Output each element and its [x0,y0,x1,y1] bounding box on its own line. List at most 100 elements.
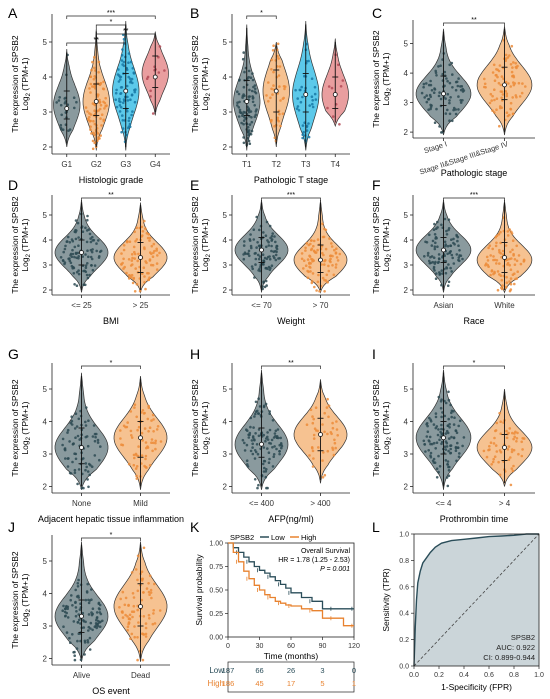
data-point [99,445,102,448]
data-point [133,456,136,460]
data-point [509,456,512,459]
data-point [253,457,257,460]
data-point [450,411,453,415]
data-point [493,258,497,262]
data-point [97,137,100,141]
data-point [438,91,441,94]
data-point [482,449,486,453]
data-point [75,425,79,428]
data-point [77,272,81,276]
y-tick-label: 0.6 [399,584,409,591]
data-point [274,240,277,244]
data-point [77,236,80,239]
data-point [505,94,509,98]
data-point [505,275,508,279]
data-point [87,613,91,616]
data-point [76,639,79,643]
data-point [433,121,437,124]
data-point [147,272,150,275]
data-point [443,445,447,449]
data-point [498,449,502,452]
y-axis-label: The expression of SPSB2 Log2 (TPM+1) [190,196,212,294]
data-point [306,269,309,273]
data-point [242,136,245,139]
data-point [75,284,79,288]
data-point [457,455,461,459]
data-point [135,238,139,241]
data-point [86,110,89,113]
data-point [237,106,241,109]
data-point [315,289,318,292]
data-point [276,428,280,431]
data-point [435,272,438,275]
data-point [512,74,515,78]
data-point [504,90,508,93]
y-tick-label: 5 [43,38,48,47]
data-point [86,582,89,586]
data-point [317,446,320,449]
data-point [255,443,259,446]
data-point [91,147,95,151]
significance-bracket [261,197,321,201]
data-point [488,445,491,448]
data-point [140,570,144,573]
data-point [89,82,93,86]
data-point [508,228,512,231]
data-point [509,63,513,66]
data-point [257,428,261,431]
data-point [494,444,498,447]
data-point [327,269,331,273]
data-point [90,132,93,135]
data-point [63,448,67,452]
y-tick-label: 5 [223,38,228,47]
data-point [93,56,96,59]
significance-bracket [95,24,127,28]
data-point [126,99,130,102]
y-axis-label-line1: The expression of SPSB2 [10,35,20,133]
data-point [437,253,441,256]
data-point [328,237,331,240]
data-point [447,398,451,402]
data-point [62,604,65,608]
data-point [136,658,139,662]
data-point [149,591,153,594]
data-point [90,611,93,614]
data-point [72,96,76,99]
data-point [125,271,128,275]
data-point [85,240,89,244]
data-point [437,65,440,68]
data-point [142,546,146,550]
data-point [71,252,75,256]
data-point [311,102,314,106]
data-point [148,236,152,240]
data-point [144,457,147,461]
data-point [323,263,326,266]
data-point [323,290,326,293]
y-tick-label: 0.0 [399,664,409,671]
data-point [131,281,135,285]
ylabel-log: Log [20,612,30,626]
data-point [510,70,514,74]
data-point [73,468,77,472]
data-point [437,395,441,399]
data-point [98,458,101,462]
data-point [496,288,500,292]
data-point [334,266,338,269]
data-point [128,122,132,126]
risk-table-frame [227,661,355,693]
data-point [251,100,255,104]
data-point [247,249,251,253]
data-point [254,110,258,113]
data-point [91,268,95,272]
data-point [98,621,101,624]
data-point [134,267,137,270]
data-point [131,615,134,619]
data-point [313,92,317,96]
data-point [148,617,151,620]
data-point [452,237,455,241]
data-point [429,95,433,99]
data-point [148,464,152,467]
significance-bracket [81,365,141,369]
significance-label: * [260,10,263,17]
